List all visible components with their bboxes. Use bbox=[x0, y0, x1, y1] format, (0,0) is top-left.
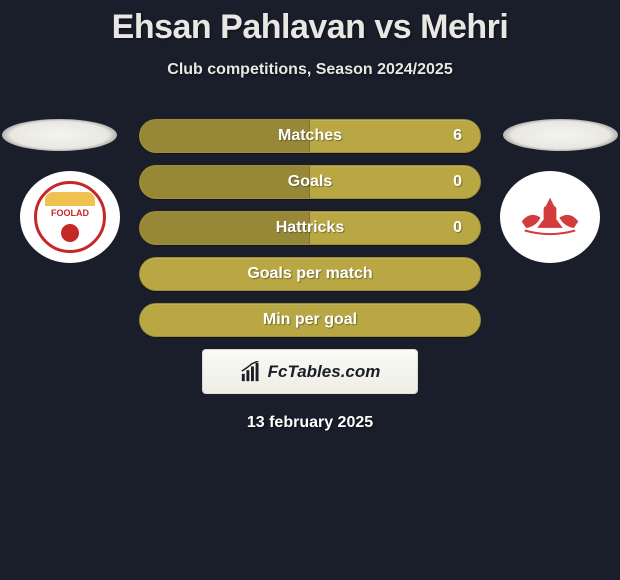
foolad-logo-icon bbox=[34, 181, 106, 253]
stat-label: Hattricks bbox=[276, 219, 344, 237]
stat-label: Min per goal bbox=[263, 311, 357, 329]
stat-row-goals: Goals 0 bbox=[139, 165, 481, 199]
header: Ehsan Pahlavan vs Mehri Club competition… bbox=[0, 0, 620, 79]
football-icon bbox=[61, 224, 79, 242]
right-team-badge bbox=[500, 171, 600, 263]
stat-row-matches: Matches 6 bbox=[139, 119, 481, 153]
page-subtitle: Club competitions, Season 2024/2025 bbox=[0, 61, 620, 79]
right-player-ellipse bbox=[503, 119, 618, 151]
tractor-logo-icon bbox=[514, 192, 586, 242]
stat-value-right: 0 bbox=[453, 219, 462, 237]
chart-icon bbox=[240, 361, 262, 383]
stat-label: Goals per match bbox=[247, 265, 372, 283]
stat-left-segment bbox=[140, 166, 310, 198]
stat-value-right: 0 bbox=[453, 173, 462, 191]
stat-label: Matches bbox=[278, 127, 342, 145]
stats-container: Matches 6 Goals 0 Hattricks 0 Goals per … bbox=[139, 119, 481, 337]
page-title: Ehsan Pahlavan vs Mehri bbox=[0, 8, 620, 47]
comparison-date: 13 february 2025 bbox=[0, 414, 620, 432]
content-area: Matches 6 Goals 0 Hattricks 0 Goals per … bbox=[0, 119, 620, 432]
stat-row-min-per-goal: Min per goal bbox=[139, 303, 481, 337]
brand-text: FcTables.com bbox=[268, 362, 381, 382]
stat-row-goals-per-match: Goals per match bbox=[139, 257, 481, 291]
stat-value-right: 6 bbox=[453, 127, 462, 145]
brand-attribution[interactable]: FcTables.com bbox=[202, 349, 418, 394]
stat-row-hattricks: Hattricks 0 bbox=[139, 211, 481, 245]
left-team-badge bbox=[20, 171, 120, 263]
left-player-ellipse bbox=[2, 119, 117, 151]
stat-label: Goals bbox=[288, 173, 332, 191]
